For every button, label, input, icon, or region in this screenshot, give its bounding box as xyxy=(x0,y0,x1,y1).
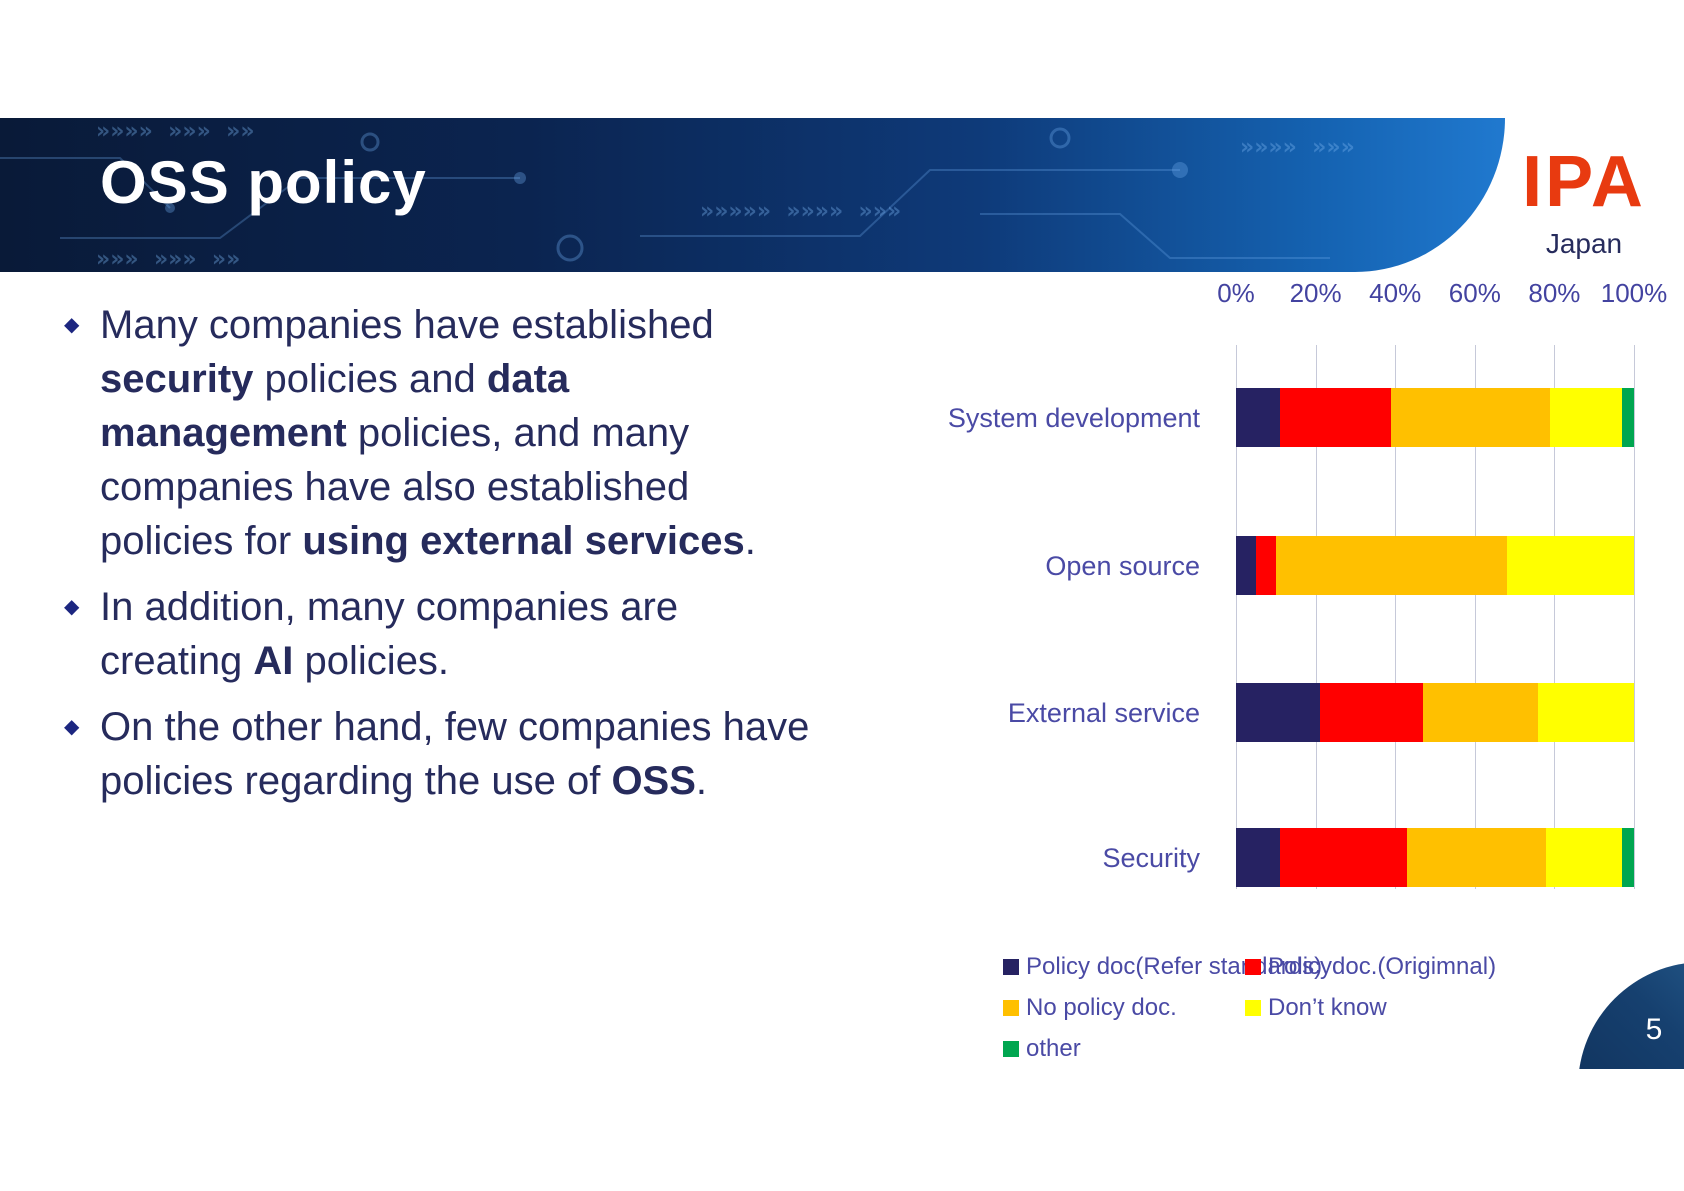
x-tick-label: 40% xyxy=(1369,278,1422,308)
grid-line xyxy=(1634,345,1635,889)
bar-segment xyxy=(1622,388,1634,447)
bar-segment xyxy=(1279,388,1392,447)
bar-segment xyxy=(1236,828,1280,887)
category-label: Open source xyxy=(1045,550,1200,581)
grid-line xyxy=(1395,345,1397,889)
bar-segment xyxy=(1319,683,1424,742)
bar-segment xyxy=(1506,536,1634,595)
ipa-logo: IPA xyxy=(1522,142,1646,222)
svg-text:»»»» »»» »»: »»»» »»» »» xyxy=(96,119,255,144)
legend-swatch-icon xyxy=(1003,959,1019,975)
svg-text:»»» »»» »»: »»» »»» »» xyxy=(96,247,240,272)
legend-swatch-icon xyxy=(1245,959,1261,975)
ipa-logo-subtext: Japan xyxy=(1545,228,1623,259)
bar-segment xyxy=(1538,683,1634,742)
x-tick-label: 80% xyxy=(1528,278,1581,308)
bullet-text: In addition, many companies are creating… xyxy=(100,585,679,683)
legend-item: Policydoc.(Origimnal) xyxy=(1245,953,1563,981)
legend-item: other xyxy=(1003,1035,1245,1063)
corner-decoration xyxy=(1559,947,1684,1069)
bullet-diamond-icon: ◆ xyxy=(64,314,80,336)
legend-label: No policy doc. xyxy=(1026,994,1177,1021)
bullet-diamond-icon: ◆ xyxy=(64,716,80,738)
bar-segment xyxy=(1236,683,1320,742)
bullet-text: On the other hand, few companies have po… xyxy=(100,705,810,803)
bar-segment xyxy=(1546,828,1623,887)
page-title: OSS policy xyxy=(100,149,427,216)
bullet-text: Many companies have established security… xyxy=(100,303,756,563)
legend-label: Policy doc(Refer standards) xyxy=(1026,953,1323,980)
legend-label: other xyxy=(1026,1035,1081,1062)
bar-row xyxy=(1236,388,1635,447)
legend-label: Don’t know xyxy=(1268,994,1387,1021)
bar-row xyxy=(1236,828,1635,887)
bullet-item: ◆ Many companies have established securit… xyxy=(58,298,938,568)
svg-text:»»»» »»»: »»»» »»» xyxy=(1240,135,1355,160)
chart-category-labels: System development Open source External se… xyxy=(850,345,1218,889)
chart-legend: Policy doc(Refer standards) Policydoc.(Or… xyxy=(1003,953,1563,1063)
legend-label: Policydoc.(Origimnal) xyxy=(1268,953,1497,980)
category-label: Security xyxy=(1102,842,1200,873)
page-number: 5 xyxy=(1645,1013,1663,1046)
bar-segment xyxy=(1236,536,1256,595)
chart-plot-area xyxy=(1236,345,1635,889)
bar-segment xyxy=(1622,828,1634,887)
legend-swatch-icon xyxy=(1245,1000,1261,1016)
bar-segment xyxy=(1255,536,1276,595)
grid-line xyxy=(1554,345,1556,889)
bar-segment xyxy=(1391,388,1551,447)
bullet-diamond-icon: ◆ xyxy=(64,596,80,618)
x-tick-label: 100% xyxy=(1600,278,1668,308)
bar-segment xyxy=(1423,683,1539,742)
bar-segment xyxy=(1236,388,1280,447)
bar-row xyxy=(1236,536,1635,595)
bullet-item: ◆ On the other hand, few companies have p… xyxy=(58,700,938,808)
x-tick-label: 20% xyxy=(1289,278,1342,308)
grid-line xyxy=(1236,345,1237,889)
header-banner: »»»» »»» »» »»»»» »»»» »»» »»»» »»» »»» … xyxy=(0,118,1505,272)
legend-item: No policy doc. xyxy=(1003,994,1245,1022)
svg-text:»»»»» »»»» »»»: »»»»» »»»» »»» xyxy=(700,199,901,224)
bar-segment xyxy=(1407,828,1547,887)
bar-segment xyxy=(1279,828,1408,887)
legend-item: Don’t know xyxy=(1245,994,1563,1022)
circuit-pattern: »»»» »»» »» »»»»» »»»» »»» »»»» »»» »»» … xyxy=(0,119,1355,272)
bar-segment xyxy=(1275,536,1507,595)
bullet-list: ◆ Many companies have established securit… xyxy=(58,298,938,820)
category-label: System development xyxy=(947,402,1200,433)
legend-swatch-icon xyxy=(1003,1000,1019,1016)
bullet-item: ◆ In addition, many companies are creatin… xyxy=(58,580,938,688)
bar-row xyxy=(1236,683,1635,742)
bar-segment xyxy=(1550,388,1623,447)
legend-item: Policy doc(Refer standards) xyxy=(1003,953,1322,981)
x-tick-label: 0% xyxy=(1217,278,1255,308)
category-label: External service xyxy=(1007,697,1200,728)
x-tick-label: 60% xyxy=(1448,278,1501,308)
grid-line xyxy=(1315,345,1317,889)
legend-swatch-icon xyxy=(1003,1041,1019,1057)
chart-x-axis: 0% 20% 40% 60% 80% 100% xyxy=(1217,278,1667,308)
grid-line xyxy=(1474,345,1476,889)
